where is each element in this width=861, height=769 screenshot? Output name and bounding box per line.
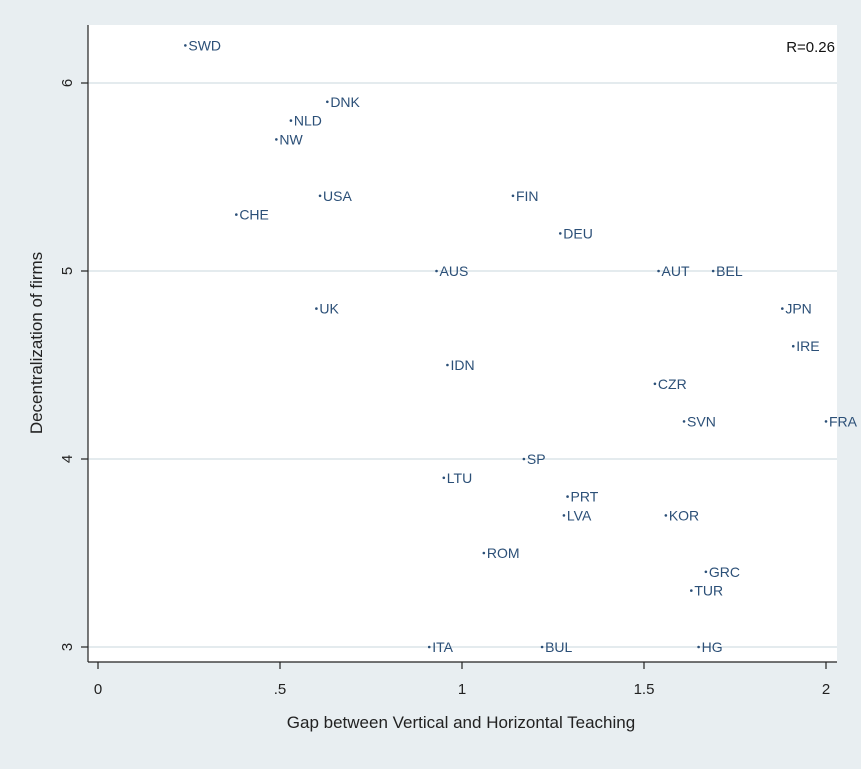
- point-label-usa: USA: [323, 188, 352, 204]
- x-axis-ticks: 0 .5 1 1.5 2: [94, 662, 830, 698]
- x-tick-label: 1.5: [634, 681, 655, 698]
- point-label-fin: FIN: [516, 188, 539, 204]
- data-point-aut: [657, 269, 660, 273]
- y-tick-label: 5: [59, 267, 76, 275]
- plot-area: [88, 25, 837, 662]
- data-point-bul: [540, 645, 544, 649]
- data-point-tur: [690, 589, 693, 592]
- point-label-rom: ROM: [487, 545, 520, 561]
- data-point-swd: [184, 44, 187, 47]
- point-label-hg: HG: [702, 639, 723, 655]
- data-point-usa: [318, 194, 322, 198]
- data-point-bel: [711, 269, 715, 273]
- point-label-czr: CZR: [658, 376, 687, 392]
- point-label-ita: ITA: [432, 639, 453, 655]
- x-tick-label: .5: [274, 681, 287, 698]
- data-point-prt: [566, 495, 569, 498]
- data-point-fra: [824, 420, 828, 423]
- data-point-czr: [653, 382, 657, 386]
- point-label-bul: BUL: [545, 639, 572, 655]
- point-label-idn: IDN: [450, 357, 474, 373]
- data-point-rom: [482, 551, 486, 555]
- point-label-jpn: JPN: [785, 301, 811, 317]
- data-point-uk: [315, 307, 318, 310]
- y-tick-label: 3: [59, 643, 76, 651]
- data-point-aus: [435, 269, 438, 273]
- scatter-points: SWD DNK NLD NW USA FIN CHE DEU AUS AUT BEL UK JPN IRE…: [184, 37, 858, 655]
- point-label-lva: LVA: [567, 507, 592, 523]
- point-label-fra: FRA: [829, 413, 858, 429]
- point-label-bel: BEL: [716, 263, 743, 279]
- x-tick-label: 2: [822, 681, 830, 698]
- x-tick-label: 1: [458, 681, 466, 698]
- point-label-nw: NW: [279, 131, 303, 147]
- point-label-ire: IRE: [796, 338, 819, 354]
- point-label-sp: SP: [527, 451, 546, 467]
- x-tick-label: 0: [94, 681, 102, 698]
- data-point-nw: [275, 138, 278, 141]
- data-point-kor: [664, 514, 668, 517]
- data-point-ita: [427, 645, 431, 649]
- point-label-dnk: DNK: [330, 94, 360, 110]
- point-label-nld: NLD: [294, 113, 322, 129]
- data-point-lva: [562, 514, 566, 517]
- correlation-annotation: R=0.26: [786, 39, 835, 56]
- point-label-deu: DEU: [563, 225, 593, 241]
- point-label-svn: SVN: [687, 413, 716, 429]
- point-label-uk: UK: [319, 301, 339, 317]
- data-point-jpn: [781, 307, 784, 310]
- point-label-ltu: LTU: [447, 470, 472, 486]
- data-point-hg: [697, 645, 700, 649]
- data-point-svn: [682, 420, 686, 423]
- data-point-dnk: [326, 100, 329, 104]
- data-point-idn: [446, 363, 449, 367]
- point-label-che: CHE: [239, 207, 269, 223]
- data-point-ltu: [442, 476, 446, 480]
- point-label-aut: AUT: [662, 263, 690, 279]
- data-point-nld: [289, 119, 293, 122]
- x-axis-title: Gap between Vertical and Horizontal Teac…: [287, 713, 635, 732]
- point-label-prt: PRT: [571, 489, 599, 505]
- data-point-ire: [791, 344, 795, 348]
- data-point-fin: [511, 194, 515, 198]
- y-axis-title: Decentralization of firms: [27, 252, 46, 434]
- y-axis-ticks: 3 4 5 6: [59, 79, 88, 651]
- point-label-swd: SWD: [188, 37, 221, 53]
- data-point-deu: [558, 232, 562, 235]
- y-tick-label: 4: [59, 455, 76, 463]
- data-point-sp: [522, 457, 526, 461]
- point-label-tur: TUR: [694, 583, 723, 599]
- point-label-grc: GRC: [709, 564, 740, 580]
- point-label-kor: KOR: [669, 507, 699, 523]
- y-tick-label: 6: [59, 79, 76, 87]
- data-point-grc: [704, 570, 708, 574]
- data-point-che: [235, 213, 238, 216]
- point-label-aus: AUS: [440, 263, 469, 279]
